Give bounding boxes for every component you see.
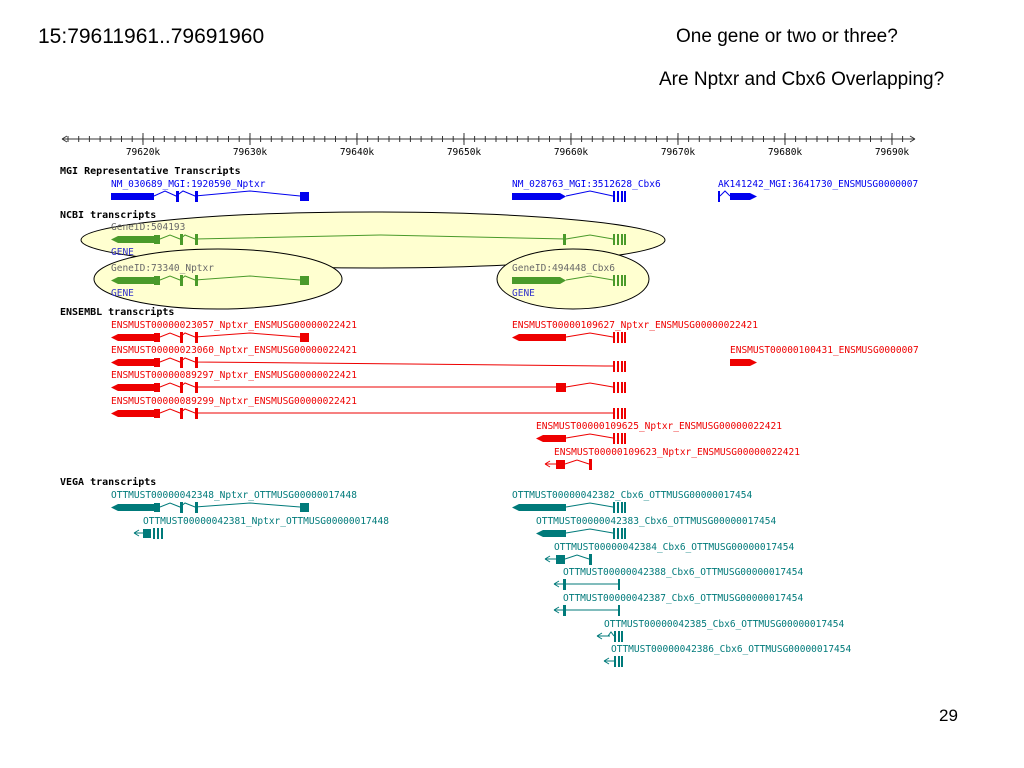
feature-label[interactable]: ENSMUST00000089299_Nptxr_ENSMUSG00000022…: [111, 396, 357, 407]
ncbi-track: GeneID:504193 GENE GeneID:73340_Nptxr GE…: [111, 222, 626, 299]
vega-track: OTTMUST00000042348_Nptxr_OTTMUSG00000017…: [111, 490, 851, 667]
coordinate-ruler: 79620k 79630k 79640k 79650k 79660k 79670…: [61, 133, 916, 158]
vega-transcript[interactable]: [603, 656, 623, 667]
vega-transcript[interactable]: [512, 502, 626, 513]
vega-transcript[interactable]: [553, 605, 620, 616]
vega-transcript[interactable]: [536, 528, 626, 539]
feature-label[interactable]: GeneID:504193: [111, 222, 185, 233]
highlight-ellipse-nptxr: [93, 248, 343, 310]
track-title-ncbi: NCBI transcripts: [60, 209, 156, 221]
vega-transcript[interactable]: [553, 579, 620, 590]
feature-label[interactable]: ENSMUST00000023057_Nptxr_ENSMUSG00000022…: [111, 320, 357, 331]
track-title-vega: VEGA transcripts: [60, 476, 156, 488]
ensembl-transcript[interactable]: [544, 459, 592, 470]
ensembl-transcript[interactable]: [512, 332, 626, 343]
feature-label[interactable]: ENSMUST00000109627_Nptxr_ENSMUSG00000022…: [512, 320, 758, 331]
feature-label[interactable]: OTTMUST00000042384_Cbx6_OTTMUSG000000174…: [554, 542, 794, 553]
ruler-tick-label: 79640k: [340, 147, 375, 158]
ensembl-transcript[interactable]: [111, 408, 626, 419]
ensembl-transcript[interactable]: [111, 382, 626, 393]
ensembl-transcript[interactable]: [111, 332, 309, 343]
ensembl-transcript[interactable]: [111, 357, 626, 372]
feature-label[interactable]: NM_030689_MGI:1920590_Nptxr: [111, 179, 266, 190]
ruler-tick-label: 79630k: [233, 147, 268, 158]
track-title-mgi: MGI Representative Transcripts: [60, 165, 241, 177]
slide-title: 15:79611961..79691960: [38, 25, 265, 48]
feature-label[interactable]: OTTMUST00000042385_Cbx6_OTTMUSG000000174…: [604, 619, 844, 630]
ncbi-geneid-504193-gene[interactable]: [111, 234, 626, 245]
question-line-1: One gene or two or three?: [676, 26, 898, 47]
ruler-tick-label: 79620k: [126, 147, 161, 158]
feature-label[interactable]: NM_028763_MGI:3512628_Cbx6: [512, 179, 661, 190]
ensembl-track: ENSMUST00000023057_Nptxr_ENSMUSG00000022…: [111, 320, 919, 470]
question-line-2: Are Nptxr and Cbx6 Overlapping?: [659, 69, 945, 90]
ensembl-transcript[interactable]: [536, 433, 626, 444]
feature-label[interactable]: OTTMUST00000042387_Cbx6_OTTMUSG000000174…: [563, 593, 803, 604]
gene-link[interactable]: GENE: [512, 288, 535, 299]
feature-label[interactable]: ENSMUST00000109623_Nptxr_ENSMUSG00000022…: [554, 447, 800, 458]
ncbi-cbx6-gene[interactable]: [512, 275, 626, 286]
feature-label[interactable]: OTTMUST00000042388_Cbx6_OTTMUSG000000174…: [563, 567, 803, 578]
feature-label[interactable]: OTTMUST00000042381_Nptxr_OTTMUSG00000017…: [143, 516, 389, 527]
ruler-tick-label: 79650k: [447, 147, 482, 158]
vega-transcript[interactable]: [133, 528, 163, 539]
ruler-tick-label: 79660k: [554, 147, 589, 158]
feature-label[interactable]: ENSMUST00000109625_Nptxr_ENSMUSG00000022…: [536, 421, 782, 432]
feature-label[interactable]: AK141242_MGI:3641730_ENSMUSG0000007: [718, 179, 918, 190]
feature-label[interactable]: OTTMUST00000042348_Nptxr_OTTMUSG00000017…: [111, 490, 357, 501]
mgi-nptxr-gene[interactable]: [111, 190, 309, 202]
ruler-tick-label: 79690k: [875, 147, 910, 158]
feature-label[interactable]: ENSMUST00000100431_ENSMUSG0000007: [730, 345, 919, 356]
gene-link[interactable]: GENE: [111, 288, 134, 299]
vega-transcript[interactable]: [596, 631, 623, 642]
ruler-tick-label: 79680k: [768, 147, 803, 158]
track-title-ensembl: ENSEMBL transcripts: [60, 306, 174, 318]
gene-link[interactable]: GENE: [111, 247, 134, 258]
feature-label[interactable]: ENSMUST00000023060_Nptxr_ENSMUSG00000022…: [111, 345, 357, 356]
ruler-tick-label: 79670k: [661, 147, 696, 158]
mgi-cbx6-gene[interactable]: [512, 190, 626, 202]
vega-transcript[interactable]: [111, 502, 309, 513]
page-number: 29: [939, 706, 958, 725]
ncbi-nptxr-gene[interactable]: [111, 275, 309, 286]
mgi-ak141242-gene[interactable]: [718, 190, 757, 202]
feature-label[interactable]: OTTMUST00000042382_Cbx6_OTTMUSG000000174…: [512, 490, 752, 501]
mgi-track: NM_030689_MGI:1920590_Nptxr NM_028763_MG…: [111, 179, 918, 202]
feature-label[interactable]: OTTMUST00000042386_Cbx6_OTTMUSG000000174…: [611, 644, 851, 655]
feature-label[interactable]: GeneID:494448_Cbx6: [512, 263, 615, 274]
feature-label[interactable]: OTTMUST00000042383_Cbx6_OTTMUSG000000174…: [536, 516, 776, 527]
ensembl-transcript[interactable]: [730, 359, 757, 366]
vega-transcript[interactable]: [544, 554, 592, 565]
feature-label[interactable]: GeneID:73340_Nptxr: [111, 263, 214, 274]
feature-label[interactable]: ENSMUST00000089297_Nptxr_ENSMUSG00000022…: [111, 370, 357, 381]
